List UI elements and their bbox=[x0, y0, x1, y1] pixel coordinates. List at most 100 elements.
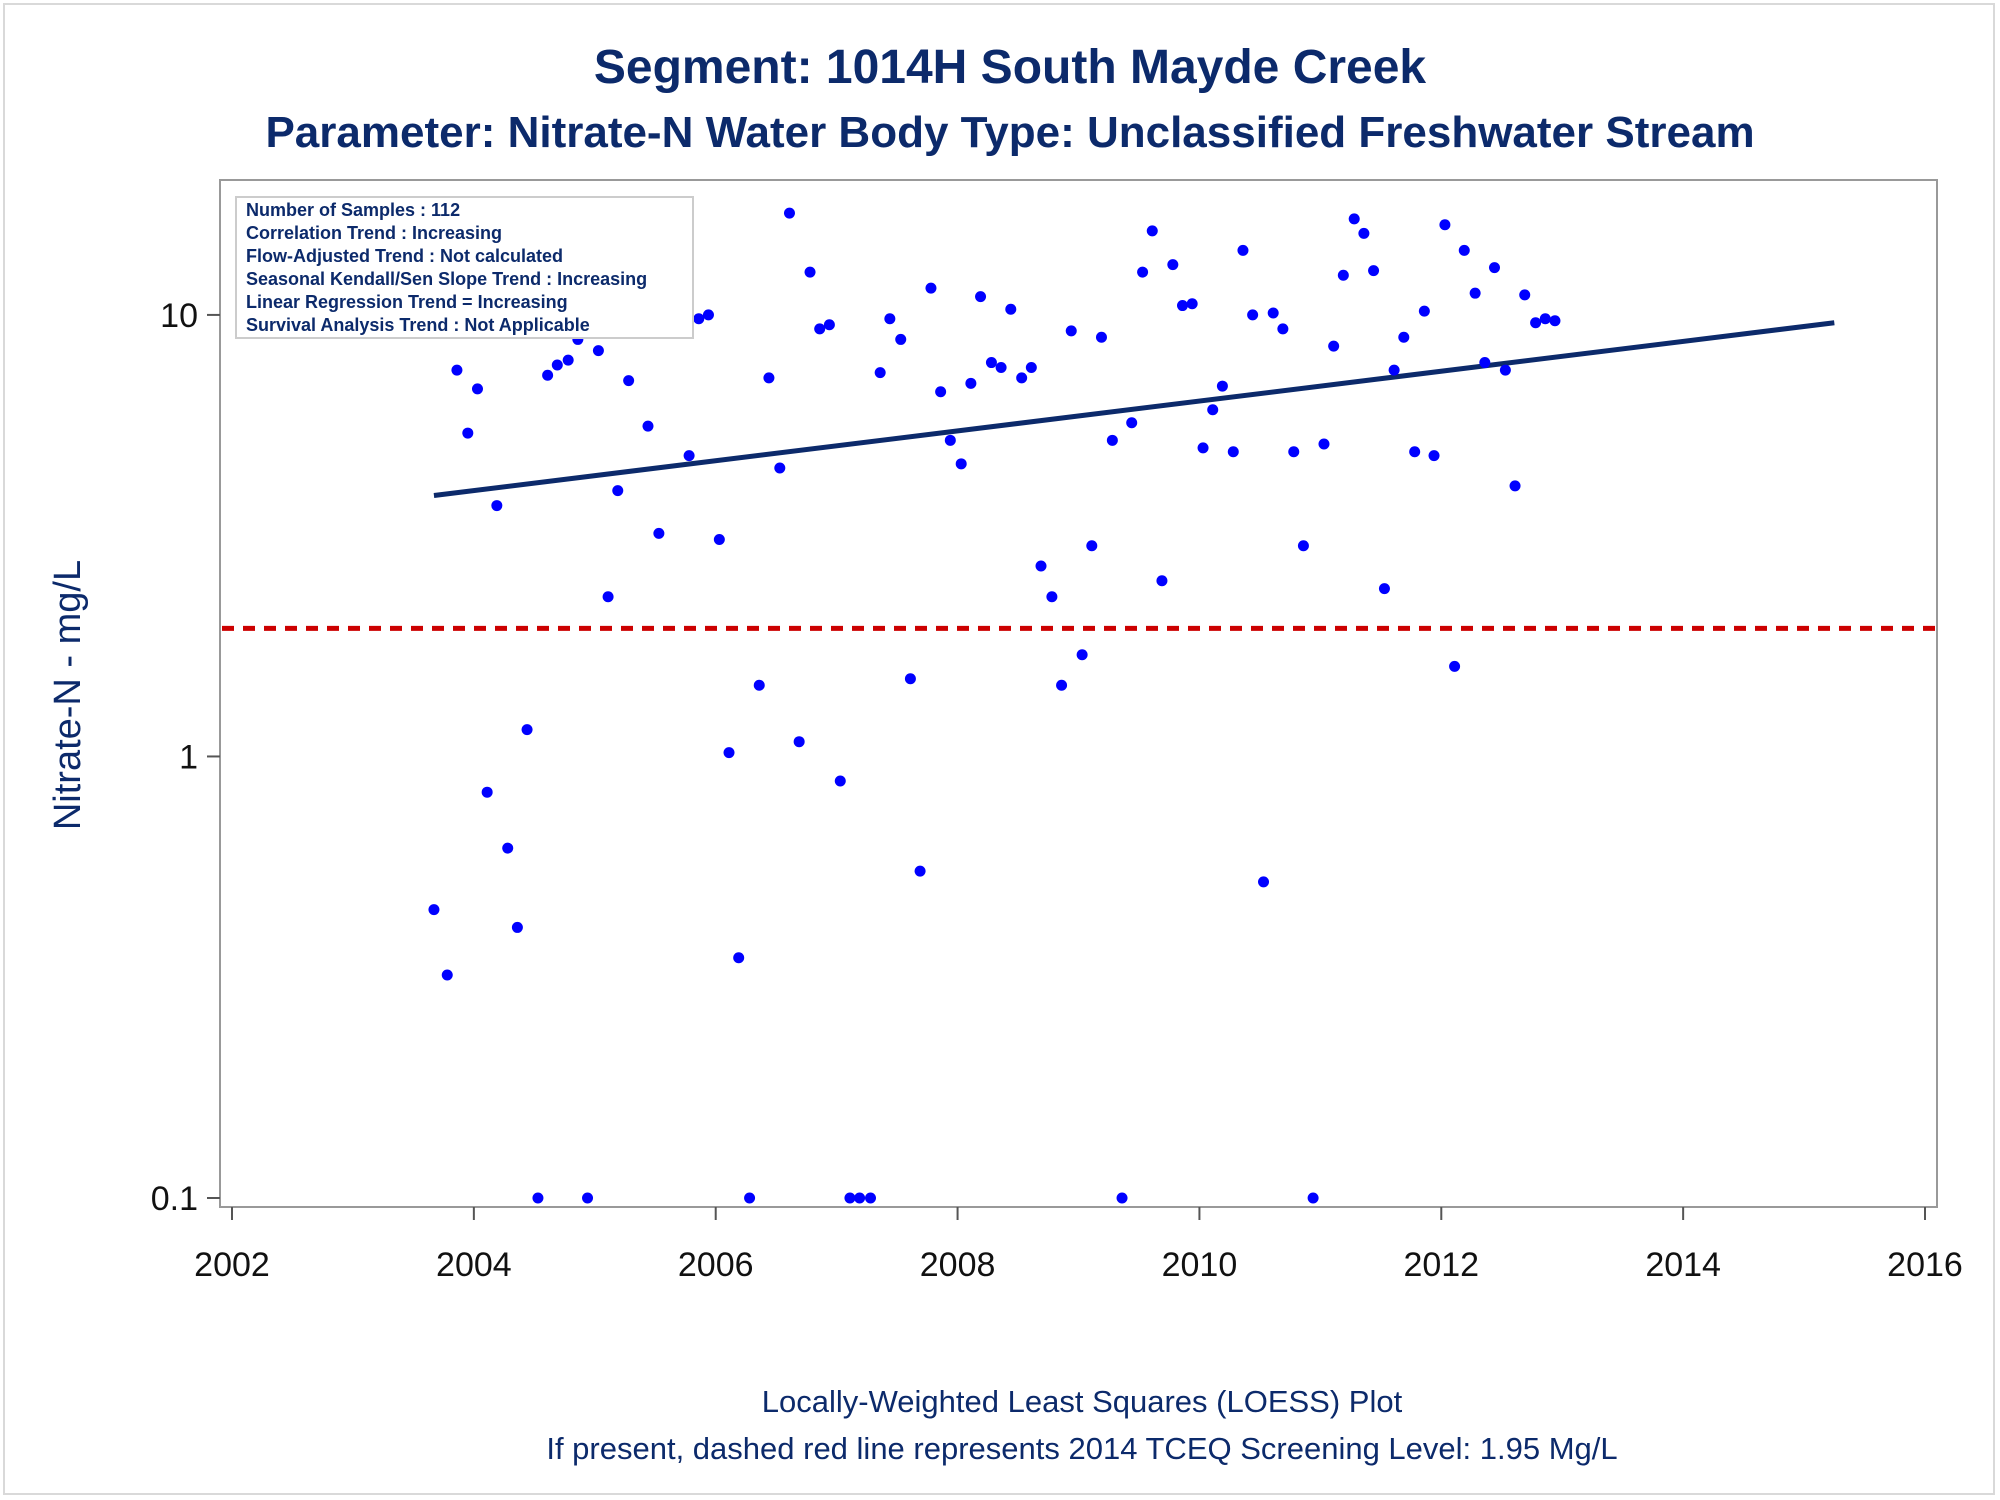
x-tick-label: 2008 bbox=[920, 1246, 996, 1284]
y-tick-label: 1 bbox=[179, 738, 198, 776]
data-point bbox=[823, 319, 835, 331]
data-point bbox=[1439, 219, 1451, 231]
data-point bbox=[1106, 434, 1118, 446]
data-point bbox=[713, 534, 725, 546]
data-point bbox=[1307, 1192, 1319, 1204]
data-point bbox=[744, 1192, 756, 1204]
x-tick-label: 2014 bbox=[1645, 1246, 1721, 1284]
data-point bbox=[1539, 313, 1551, 325]
data-point bbox=[793, 736, 805, 748]
data-point bbox=[1247, 309, 1259, 321]
footnote-screening-level: If present, dashed red line represents 2… bbox=[546, 1431, 1617, 1466]
data-point bbox=[1095, 331, 1107, 343]
data-point bbox=[1288, 446, 1300, 458]
data-point bbox=[562, 354, 574, 366]
data-point bbox=[925, 282, 937, 294]
data-point bbox=[1449, 660, 1461, 672]
stats-box: Number of Samples : 112 Correlation Tren… bbox=[235, 196, 694, 339]
data-point bbox=[1186, 298, 1198, 310]
data-point bbox=[1126, 417, 1138, 429]
x-tick-label: 2002 bbox=[194, 1246, 270, 1284]
x-tick-label: 2010 bbox=[1162, 1246, 1238, 1284]
data-points bbox=[428, 207, 1561, 1204]
data-point bbox=[511, 921, 523, 933]
data-point bbox=[965, 377, 977, 389]
data-point bbox=[1227, 446, 1239, 458]
x-tick-label: 2016 bbox=[1887, 1246, 1963, 1284]
data-point bbox=[1549, 315, 1561, 327]
data-point bbox=[1025, 362, 1037, 374]
data-point bbox=[723, 747, 735, 759]
data-point bbox=[1207, 404, 1219, 416]
data-point bbox=[1358, 227, 1370, 239]
y-axis: 0.1 1 10 bbox=[151, 297, 220, 1218]
data-point bbox=[491, 500, 503, 512]
data-point bbox=[653, 527, 665, 539]
stat-flow-adjusted-trend: Flow-Adjusted Trend : Not calculated bbox=[246, 246, 563, 266]
chart-subtitle: Parameter: Nitrate-N Water Body Type: Un… bbox=[265, 108, 1754, 157]
data-point bbox=[753, 679, 765, 691]
footnote-loess: Locally-Weighted Least Squares (LOESS) P… bbox=[762, 1384, 1403, 1419]
data-point bbox=[844, 1192, 856, 1204]
data-point bbox=[532, 1192, 544, 1204]
trend-line bbox=[433, 320, 1835, 498]
data-point bbox=[975, 291, 987, 303]
data-point bbox=[1318, 438, 1330, 450]
data-point bbox=[428, 904, 440, 916]
data-point bbox=[542, 369, 554, 381]
data-point bbox=[642, 420, 654, 432]
data-point bbox=[693, 313, 705, 325]
data-point bbox=[1469, 287, 1481, 299]
data-point bbox=[481, 786, 493, 798]
y-axis-label: Nitrate-N - mg/L bbox=[47, 560, 89, 830]
stat-seasonal-kendall-trend: Seasonal Kendall/Sen Slope Trend : Incre… bbox=[246, 269, 647, 289]
y-tick-label: 10 bbox=[160, 297, 198, 335]
data-point bbox=[763, 372, 775, 384]
data-point bbox=[1388, 364, 1400, 376]
data-point bbox=[1216, 380, 1228, 392]
data-point bbox=[733, 952, 745, 964]
data-point bbox=[874, 367, 886, 379]
stat-linear-regression-trend: Linear Regression Trend = Increasing bbox=[246, 292, 568, 312]
data-point bbox=[441, 969, 453, 981]
chart-frame bbox=[3, 3, 1995, 1495]
stat-sample-count: Number of Samples : 112 bbox=[246, 200, 460, 220]
data-point bbox=[854, 1192, 866, 1204]
data-point bbox=[804, 266, 816, 278]
data-point bbox=[1458, 244, 1470, 256]
x-tick-label: 2012 bbox=[1403, 1246, 1479, 1284]
data-point bbox=[1016, 372, 1028, 384]
data-point bbox=[1368, 265, 1380, 277]
data-point bbox=[1076, 649, 1088, 661]
data-point bbox=[1056, 679, 1068, 691]
data-point bbox=[1479, 357, 1491, 369]
stats-box-frame bbox=[235, 196, 694, 339]
data-point bbox=[1328, 340, 1340, 352]
data-point bbox=[683, 450, 695, 462]
data-point bbox=[623, 375, 635, 387]
data-point bbox=[1267, 307, 1279, 319]
data-point bbox=[702, 309, 714, 321]
data-point bbox=[1499, 364, 1511, 376]
y-tick-label: 0.1 bbox=[151, 1180, 198, 1218]
data-point bbox=[814, 323, 826, 335]
data-point bbox=[1156, 575, 1168, 587]
data-point bbox=[1005, 303, 1017, 315]
data-point bbox=[774, 462, 786, 474]
data-point bbox=[944, 434, 956, 446]
data-point bbox=[955, 458, 967, 470]
data-point bbox=[471, 383, 483, 395]
x-tick-label: 2006 bbox=[678, 1246, 754, 1284]
data-point bbox=[1197, 442, 1209, 454]
chart-title: Segment: 1014H South Mayde Creek bbox=[594, 41, 1427, 94]
data-point bbox=[1046, 591, 1058, 603]
data-point bbox=[1176, 300, 1188, 312]
data-point bbox=[582, 1192, 594, 1204]
data-point bbox=[1348, 213, 1360, 225]
data-point bbox=[551, 359, 563, 371]
data-point bbox=[1035, 560, 1047, 572]
data-point bbox=[1297, 540, 1309, 552]
data-point bbox=[1428, 450, 1440, 462]
data-point bbox=[1488, 262, 1500, 274]
